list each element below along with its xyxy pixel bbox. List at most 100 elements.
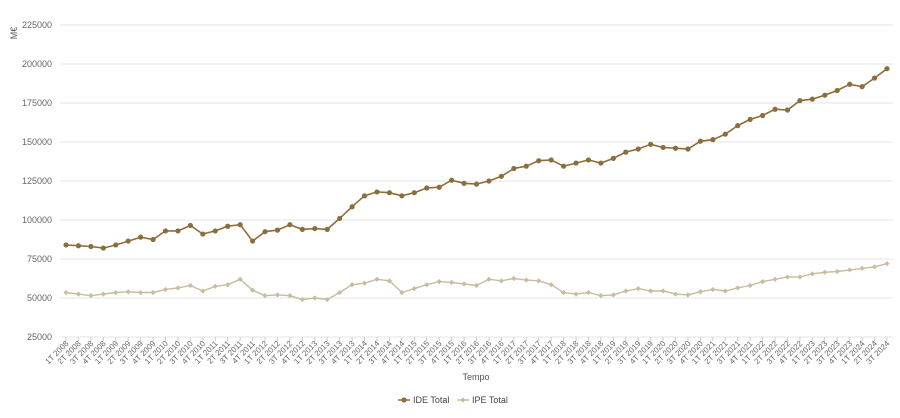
data-point[interactable] xyxy=(125,289,131,295)
data-point[interactable] xyxy=(150,289,156,296)
data-point[interactable] xyxy=(88,243,94,250)
data-point[interactable] xyxy=(337,289,343,296)
data-point[interactable] xyxy=(623,288,629,294)
data-point[interactable] xyxy=(722,288,728,294)
data-point[interactable] xyxy=(847,81,853,87)
data-point[interactable] xyxy=(560,289,567,296)
data-point[interactable] xyxy=(225,223,231,229)
data-point[interactable] xyxy=(871,75,878,81)
data-point[interactable] xyxy=(424,282,430,288)
data-point[interactable] xyxy=(175,285,181,291)
data-point[interactable] xyxy=(822,92,828,98)
data-point[interactable] xyxy=(212,283,218,289)
data-point[interactable] xyxy=(386,190,393,196)
data-point[interactable] xyxy=(735,123,741,129)
data-point[interactable] xyxy=(747,282,753,289)
data-point[interactable] xyxy=(63,289,69,296)
data-point[interactable] xyxy=(287,293,293,299)
data-point[interactable] xyxy=(262,229,268,235)
data-point[interactable] xyxy=(324,296,330,303)
data-point[interactable] xyxy=(411,190,417,196)
data-point[interactable] xyxy=(536,278,542,284)
data-point[interactable] xyxy=(262,293,268,299)
data-point[interactable] xyxy=(473,181,480,187)
data-point[interactable] xyxy=(324,226,330,232)
data-point[interactable] xyxy=(772,276,778,282)
data-point[interactable] xyxy=(361,193,368,199)
data-point[interactable] xyxy=(884,261,890,267)
data-point[interactable] xyxy=(200,288,206,294)
data-point[interactable] xyxy=(672,145,679,151)
data-point[interactable] xyxy=(871,264,878,270)
data-point[interactable] xyxy=(809,271,815,277)
data-point[interactable] xyxy=(635,286,641,292)
legend-item-ide-total[interactable]: IDE Total xyxy=(398,395,449,405)
data-point[interactable] xyxy=(784,274,791,280)
data-point[interactable] xyxy=(648,288,654,294)
data-point[interactable] xyxy=(187,282,193,289)
data-point[interactable] xyxy=(200,231,206,237)
data-point[interactable] xyxy=(449,279,455,285)
data-point[interactable] xyxy=(797,274,803,280)
data-point[interactable] xyxy=(162,228,169,234)
data-point[interactable] xyxy=(113,242,119,248)
data-point[interactable] xyxy=(747,116,753,122)
data-point[interactable] xyxy=(623,149,629,155)
data-point[interactable] xyxy=(138,234,144,240)
data-point[interactable] xyxy=(486,178,492,184)
data-point[interactable] xyxy=(548,282,554,288)
data-point[interactable] xyxy=(225,282,231,288)
data-point[interactable] xyxy=(710,137,716,143)
data-point[interactable] xyxy=(859,84,865,90)
data-point[interactable] xyxy=(498,173,504,179)
data-point[interactable] xyxy=(75,291,82,297)
data-point[interactable] xyxy=(75,243,82,249)
data-point[interactable] xyxy=(548,157,554,163)
data-point[interactable] xyxy=(399,289,405,296)
data-point[interactable] xyxy=(113,289,119,296)
data-point[interactable] xyxy=(212,228,218,234)
data-point[interactable] xyxy=(598,160,604,166)
data-point[interactable] xyxy=(461,180,467,186)
data-point[interactable] xyxy=(648,141,654,147)
data-point[interactable] xyxy=(697,138,704,144)
data-point[interactable] xyxy=(436,184,442,190)
data-point[interactable] xyxy=(523,163,529,169)
data-point[interactable] xyxy=(784,107,791,113)
data-point[interactable] xyxy=(498,278,504,284)
data-point[interactable] xyxy=(237,222,243,228)
data-point[interactable] xyxy=(772,106,778,112)
data-point[interactable] xyxy=(361,280,368,286)
data-point[interactable] xyxy=(797,98,803,104)
data-point[interactable] xyxy=(337,215,343,222)
data-point[interactable] xyxy=(349,204,355,210)
data-point[interactable] xyxy=(299,296,305,303)
data-point[interactable] xyxy=(822,269,828,275)
data-point[interactable] xyxy=(374,276,380,282)
data-point[interactable] xyxy=(249,238,256,244)
data-point[interactable] xyxy=(809,96,815,102)
data-point[interactable] xyxy=(399,193,405,199)
data-point[interactable] xyxy=(573,291,579,297)
data-point[interactable] xyxy=(312,295,318,301)
data-point[interactable] xyxy=(722,131,728,137)
data-point[interactable] xyxy=(685,292,691,298)
data-point[interactable] xyxy=(449,177,455,183)
data-point[interactable] xyxy=(100,291,106,297)
data-point[interactable] xyxy=(386,278,393,284)
data-point[interactable] xyxy=(610,292,616,298)
data-point[interactable] xyxy=(100,245,106,251)
data-point[interactable] xyxy=(710,286,716,293)
legend-item-ipe-total[interactable]: IPE Total xyxy=(457,395,508,405)
data-point[interactable] xyxy=(598,293,604,299)
data-point[interactable] xyxy=(685,146,691,152)
data-point[interactable] xyxy=(884,66,890,72)
data-point[interactable] xyxy=(461,281,467,287)
data-point[interactable] xyxy=(424,185,430,191)
data-point[interactable] xyxy=(697,289,704,295)
data-point[interactable] xyxy=(138,289,144,296)
data-point[interactable] xyxy=(150,236,156,243)
legend[interactable]: IDE Total IPE Total xyxy=(398,395,508,405)
data-point[interactable] xyxy=(573,160,579,166)
data-point[interactable] xyxy=(249,287,256,293)
